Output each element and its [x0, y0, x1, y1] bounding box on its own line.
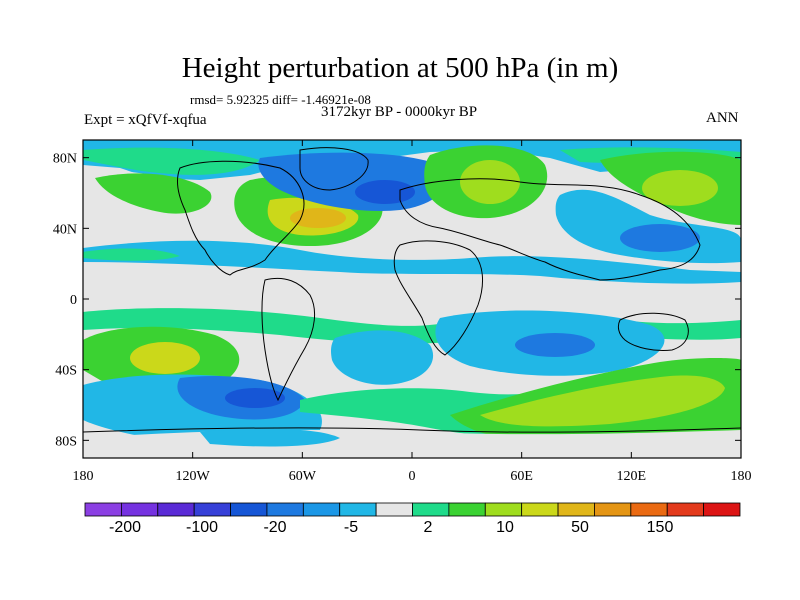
anom-sindian-core	[515, 333, 595, 357]
y-tick-label: 80S	[55, 434, 77, 449]
time-period-label: 3172kyr BP - 0000kyr BP	[321, 104, 478, 120]
anom-arctic-green-w	[83, 147, 260, 175]
coast-south-america	[261, 277, 316, 402]
colorbar-swatch	[193, 502, 231, 517]
colorbar: -200 -100 -20 -5 2 10 50 150	[84, 502, 741, 536]
x-tick-label: 60E	[510, 469, 533, 484]
x-tick-label: 180	[731, 469, 752, 484]
coast-antarctica	[83, 427, 741, 433]
anom-antarctic-blue	[200, 428, 340, 447]
y-tick-label: 40N	[53, 222, 77, 237]
anom-japan-core	[620, 224, 700, 252]
anom-saus-yellowgreen	[480, 375, 725, 427]
colorbar-swatch	[302, 502, 341, 517]
coast-eurasia	[399, 178, 701, 281]
colorbar-swatch	[521, 502, 559, 517]
colorbar-swatch	[666, 502, 705, 517]
coast-africa	[393, 240, 483, 356]
colorbar-swatch	[594, 502, 632, 517]
x-tick-label: 180	[73, 469, 94, 484]
x-tick-label: 0	[409, 469, 416, 484]
colorbar-label: -100	[186, 519, 218, 536]
colorbar-swatch	[120, 502, 159, 517]
axes: 180 120W 60W 0 60E 120E 180 80N 40N 0 40S 80S	[53, 140, 752, 484]
colorbar-swatch	[84, 502, 122, 517]
colorbar-swatch	[484, 502, 523, 517]
colorbar-label: 2	[424, 519, 433, 536]
anom-spac-yellow	[130, 342, 200, 374]
colorbar-swatch	[266, 502, 304, 517]
x-tick-label: 60W	[289, 469, 317, 484]
anom-socean-pac-core	[225, 388, 285, 408]
y-tick-label: 0	[70, 293, 77, 308]
rmsd-diff-stats: rmsd= 5.92325 diff= -1.46921e-08	[190, 92, 371, 107]
y-tick-label: 40S	[55, 364, 77, 379]
y-tick-label: 80N	[53, 152, 77, 167]
chart-title: Height perturbation at 500 hPa (in m)	[181, 52, 619, 84]
anom-natl-orange	[290, 208, 346, 228]
colorbar-swatch	[375, 502, 413, 517]
colorbar-label: -5	[344, 519, 358, 536]
colorbar-swatch	[339, 502, 377, 517]
anom-satl-low	[331, 330, 434, 385]
anom-scand-yellowgreen	[460, 160, 520, 204]
colorbar-swatch	[157, 502, 195, 517]
colorbar-label: 50	[571, 519, 589, 536]
coast-north-america	[177, 160, 305, 276]
colorbar-label: 10	[496, 519, 514, 536]
colorbar-swatch	[703, 502, 741, 517]
anom-subtrop-green	[83, 248, 180, 261]
colorbar-label: -20	[263, 519, 286, 536]
colorbar-label: 150	[647, 519, 674, 536]
colorbar-swatch	[448, 502, 486, 517]
coast-australia	[617, 312, 689, 351]
anom-greenland-core	[355, 180, 415, 204]
colorbar-swatch	[412, 502, 450, 517]
colorbar-label: -200	[109, 519, 141, 536]
colorbar-swatch	[630, 502, 668, 517]
x-tick-label: 120W	[176, 469, 211, 484]
colorbar-swatch	[230, 502, 268, 517]
map-field	[83, 140, 741, 458]
anom-subtrop-n	[83, 240, 741, 284]
experiment-label: Expt = xQfVf-xqfua	[84, 112, 207, 128]
coast-greenland	[299, 147, 369, 191]
anom-siberia-yellowgreen	[642, 170, 718, 206]
colorbar-swatch	[557, 502, 595, 517]
x-tick-label: 120E	[617, 469, 647, 484]
season-label: ANN	[706, 110, 739, 126]
coastlines	[83, 147, 741, 433]
